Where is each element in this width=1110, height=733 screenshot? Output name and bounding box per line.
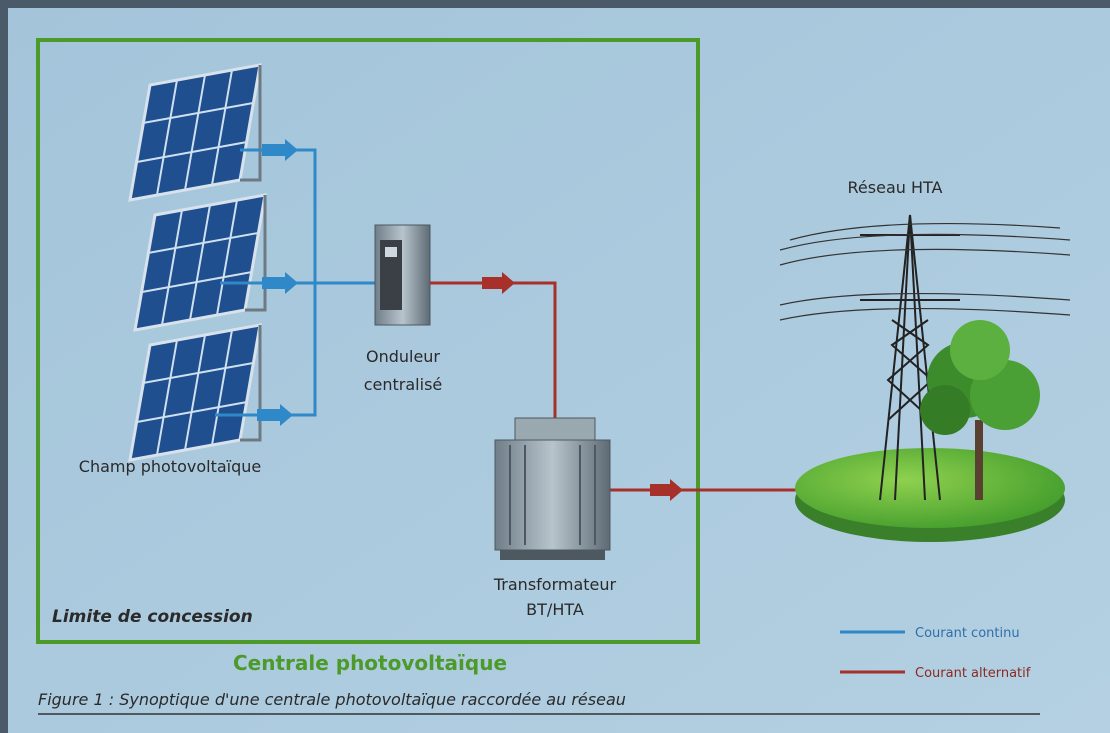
legend-label: Courant continu bbox=[915, 626, 1020, 641]
tree bbox=[920, 320, 1040, 500]
ac-arrows bbox=[482, 272, 683, 501]
network-label: Réseau HTA bbox=[848, 178, 943, 197]
boundary-label: Limite de concession bbox=[52, 607, 253, 627]
ground bbox=[795, 448, 1065, 528]
solar-panel bbox=[128, 323, 262, 462]
solar-panel bbox=[128, 63, 262, 202]
ac-wiring bbox=[430, 281, 800, 492]
field-label: Champ photovoltaïque bbox=[79, 457, 261, 476]
inverter-label: centralisé bbox=[364, 375, 443, 394]
solar-panel bbox=[133, 193, 267, 332]
dc-arrows bbox=[257, 139, 298, 426]
transformer-label: BT/HTA bbox=[526, 600, 584, 619]
legend-label: Courant alternatif bbox=[915, 666, 1031, 681]
plant-label: Centrale photovoltaïque bbox=[233, 651, 507, 675]
left-border bbox=[0, 0, 8, 733]
concession-boundary bbox=[36, 38, 700, 644]
transformer bbox=[494, 417, 611, 560]
inverter bbox=[374, 224, 431, 326]
power-lines bbox=[779, 222, 1071, 321]
caption: Figure 1 : Synoptique d'une centrale pho… bbox=[38, 690, 626, 709]
inverter-label: Onduleur bbox=[366, 347, 440, 366]
transformer-label: Transformateur bbox=[493, 575, 617, 594]
top-border bbox=[0, 0, 1110, 8]
